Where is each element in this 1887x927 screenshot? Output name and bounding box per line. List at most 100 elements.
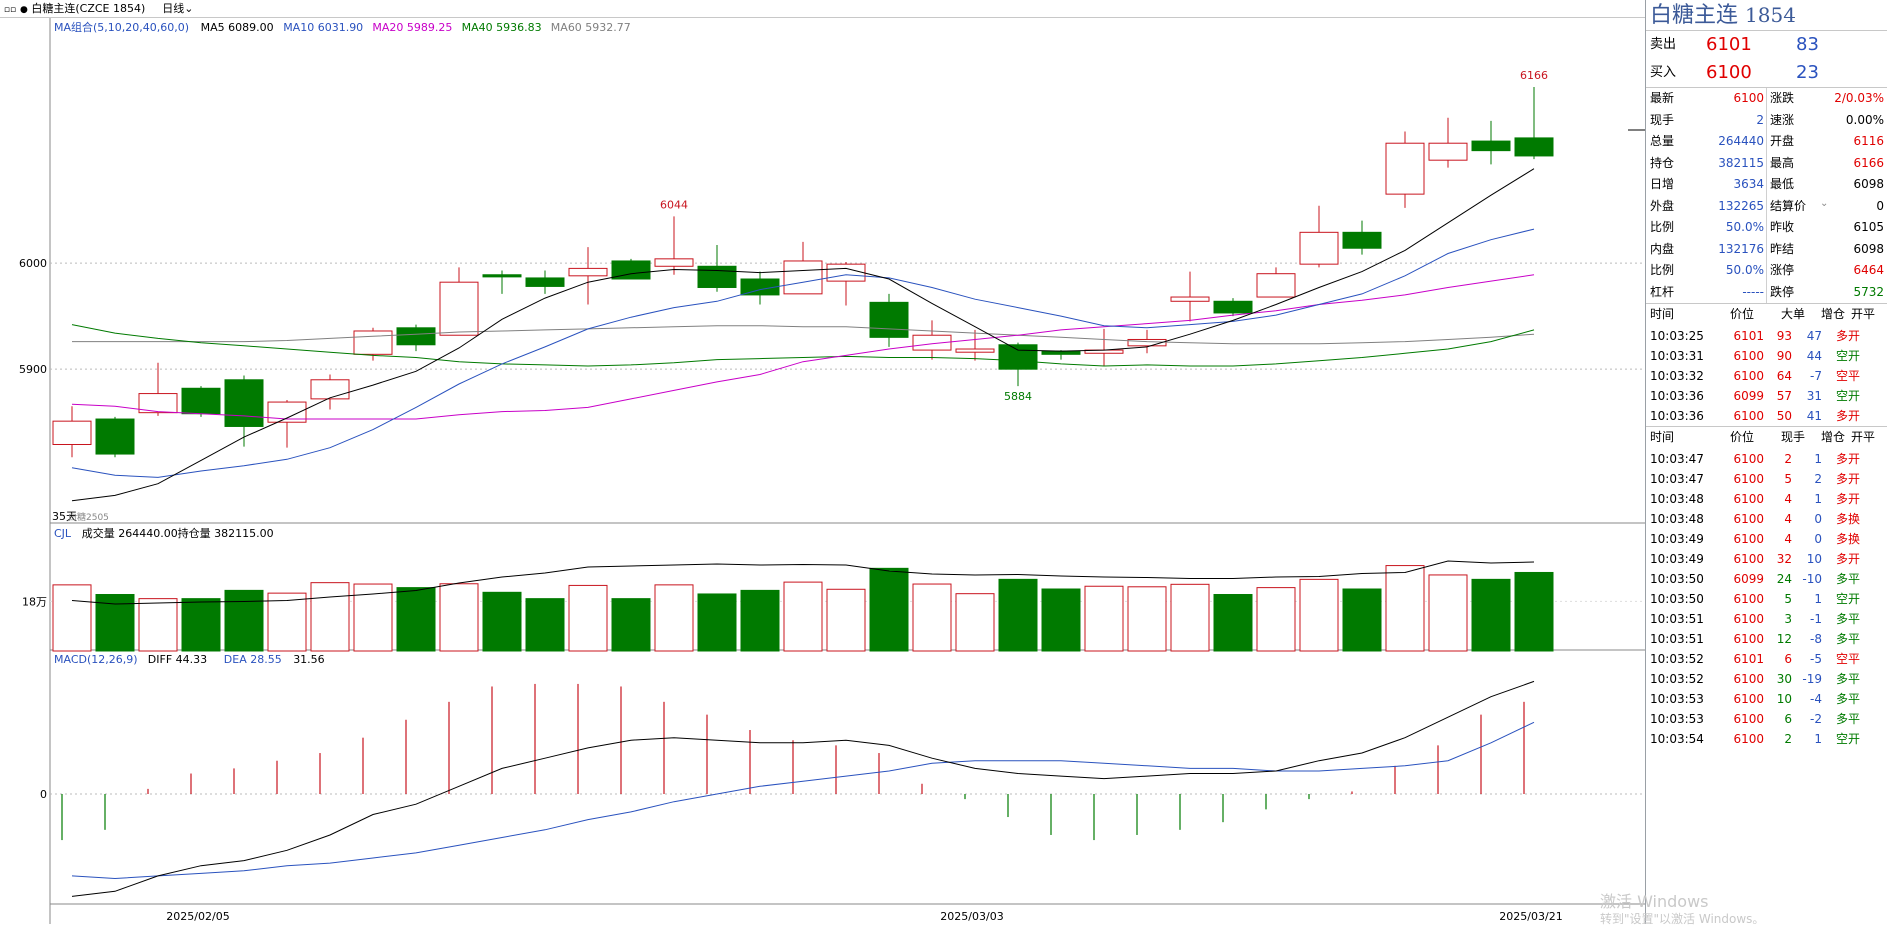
symbol-code: 1854	[1745, 3, 1796, 27]
chart-title: 白糖主连(CZCE 1854)	[31, 2, 146, 15]
candle-body	[181, 387, 221, 415]
action-cell: 空平	[1836, 369, 1861, 383]
candle-body	[1213, 300, 1253, 314]
column-header: 时间	[1650, 430, 1675, 444]
candle-body	[912, 334, 952, 351]
chevron-down-icon[interactable]: ⌄	[1820, 197, 1829, 209]
stat-row: 持仓 382115 最高 6166	[1646, 152, 1887, 174]
price-cell: 6099	[1733, 572, 1764, 586]
period-selector[interactable]: 日线⌄	[162, 0, 193, 17]
price-cell: 6101	[1733, 652, 1764, 666]
low-price-label: 5884	[1004, 390, 1032, 403]
candle-body	[396, 327, 436, 346]
price-cell: 6100	[1733, 712, 1764, 726]
stat-row: 日增 3634 最低 6098	[1646, 174, 1887, 196]
date-tick-label: 2025/02/05	[166, 910, 229, 923]
candle-body	[783, 260, 823, 295]
action-cell: 空开	[1836, 349, 1861, 363]
stat-label: 开盘	[1770, 134, 1795, 148]
price-cell: 6100	[1733, 452, 1764, 466]
activation-watermark: 激活 Windows	[1600, 888, 1709, 912]
dot-icon: ●	[20, 5, 28, 15]
action-cell: 多开	[1836, 329, 1861, 343]
qty-cell: 4	[1784, 532, 1792, 546]
volume-bar	[568, 584, 608, 652]
candle-body	[1428, 142, 1468, 161]
candle-body	[1127, 338, 1167, 347]
tick-row: 10:03:53 6100 10 -4 多平	[1646, 689, 1887, 709]
tick-row: 10:03:50 6099 24 -10 多平	[1646, 569, 1887, 589]
stat-label: 最高	[1770, 155, 1795, 170]
vol-legend-item: 成交量 264440.00	[82, 526, 178, 540]
ma-legend-item: MA60 5932.77	[551, 21, 631, 34]
big-order-header: 时间 价位 大单 增仓 开平	[1646, 304, 1887, 326]
stat-value: 50.0%	[1725, 263, 1764, 277]
candle-body	[697, 265, 737, 288]
volume-bar	[1213, 594, 1253, 652]
candle-body	[267, 401, 307, 423]
quote-panel: 白糖主连 1854 卖出 6101 83 买入 6100 23 最新 6100 涨跌 2/0.0…	[1645, 0, 1887, 924]
stats-table: 最新 6100 涨跌 2/0.03% 现手 2 速涨 0.00% 总量 264440 开盘 6116 持…	[1646, 88, 1887, 303]
volume-bar	[1170, 583, 1210, 652]
volume-bar	[740, 589, 780, 652]
qty-cell: 4	[1784, 492, 1792, 506]
candle-body	[138, 393, 178, 414]
column-header: 时间	[1650, 307, 1675, 321]
stat-value: 5732	[1853, 284, 1884, 299]
time-cell: 10:03:54	[1650, 732, 1704, 746]
stat-label: 总量	[1650, 134, 1675, 148]
ma5-line	[71, 168, 1535, 502]
time-cell: 10:03:48	[1650, 492, 1704, 506]
side-label: 买入	[1650, 65, 1677, 80]
volume-bar	[1299, 578, 1339, 652]
price-cell: 6100	[1733, 472, 1764, 486]
stat-label: 日增	[1650, 177, 1675, 191]
qty-cell: 6	[1784, 712, 1792, 726]
big-order-row: 10:03:36 6099 57 31 空开	[1646, 386, 1887, 406]
period-label: 日线	[162, 2, 185, 15]
stat-value: 6166	[1853, 155, 1884, 170]
oi-change-cell: 1	[1814, 732, 1822, 746]
stat-label: 昨收	[1770, 220, 1795, 234]
action-cell: 多平	[1836, 632, 1861, 646]
oi-change-cell: -19	[1802, 672, 1822, 686]
ma60-line	[72, 325, 1535, 345]
time-cell: 10:03:52	[1650, 652, 1704, 666]
tick-header: 时间 价位 现手 增仓 开平	[1646, 427, 1887, 449]
oi-change-cell: 1	[1814, 452, 1822, 466]
stat-label: 跌停	[1770, 284, 1795, 299]
macd-legend-item: DIFF 44.33	[148, 653, 207, 666]
stat-label: 现手	[1650, 112, 1675, 127]
candle-body	[869, 301, 909, 338]
ma40-line	[71, 324, 1535, 367]
stat-value: -----	[1742, 284, 1764, 299]
stat-value: 50.0%	[1725, 220, 1764, 234]
volume-bar	[525, 598, 565, 652]
volume-bar	[138, 598, 178, 652]
action-cell: 多开	[1836, 472, 1861, 486]
oi-change-cell: 44	[1806, 349, 1822, 363]
volume-bar	[224, 589, 264, 652]
qty-cell: 10	[1776, 692, 1792, 706]
candle-body	[1385, 142, 1425, 195]
price-cell: 6100	[1733, 632, 1764, 646]
time-cell: 10:03:32	[1650, 369, 1704, 383]
price-cell: 6100	[1733, 692, 1764, 706]
price-cell: 6100	[1733, 532, 1764, 546]
stat-row: 内盘 132176 昨结 6098	[1646, 238, 1887, 260]
chevron-down-icon: ⌄	[184, 2, 194, 15]
stat-value: 2/0.03%	[1834, 91, 1884, 105]
order-book: 卖出 6101 83 买入 6100 23	[1646, 31, 1887, 87]
column-header: 增仓	[1821, 430, 1846, 444]
volume-bar	[697, 593, 737, 652]
oi-change-cell: -8	[1810, 632, 1822, 646]
time-cell: 10:03:36	[1650, 389, 1704, 403]
volume-bar	[1471, 578, 1511, 652]
stat-label: 持仓	[1650, 155, 1675, 170]
time-cell: 10:03:50	[1650, 572, 1704, 586]
volume-bar	[181, 598, 221, 652]
menu-dots-icon[interactable]: ▫▫	[3, 5, 17, 15]
oi-change-cell: 1	[1814, 492, 1822, 506]
volume-bar	[1514, 571, 1554, 652]
